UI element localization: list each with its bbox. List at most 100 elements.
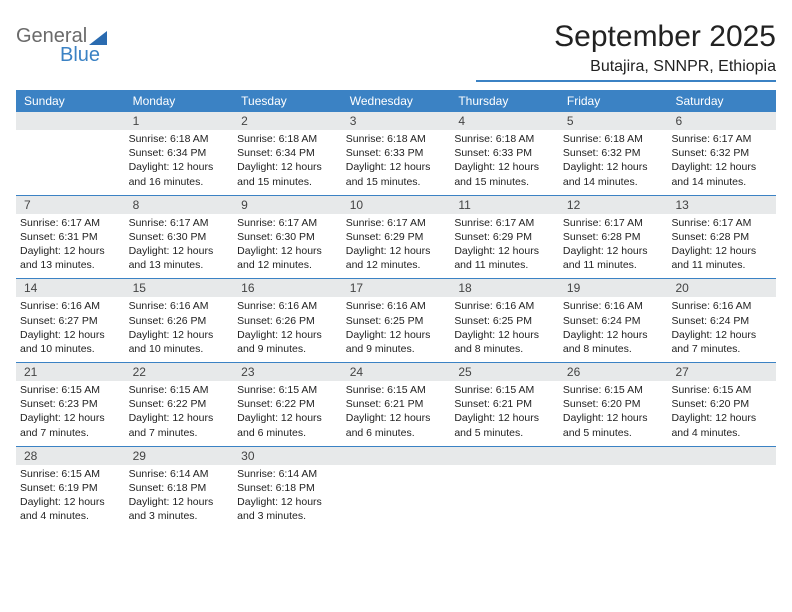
day-details: Sunrise: 6:18 AMSunset: 6:34 PMDaylight:… — [125, 130, 234, 189]
sunset-line: Sunset: 6:33 PM — [346, 146, 447, 160]
day-details: Sunrise: 6:17 AMSunset: 6:28 PMDaylight:… — [559, 214, 668, 273]
daylight-line: Daylight: 12 hours and 14 minutes. — [563, 160, 664, 188]
daylight-line: Daylight: 12 hours and 9 minutes. — [346, 328, 447, 356]
day-number: 10 — [342, 196, 451, 214]
calendar-cell: 29Sunrise: 6:14 AMSunset: 6:18 PMDayligh… — [125, 447, 234, 530]
day-details: Sunrise: 6:17 AMSunset: 6:31 PMDaylight:… — [16, 214, 125, 273]
daylight-line: Daylight: 12 hours and 8 minutes. — [563, 328, 664, 356]
calendar-cell: 21Sunrise: 6:15 AMSunset: 6:23 PMDayligh… — [16, 363, 125, 447]
sunrise-line: Sunrise: 6:17 AM — [454, 216, 555, 230]
day-number: 21 — [16, 363, 125, 381]
sunset-line: Sunset: 6:20 PM — [563, 397, 664, 411]
sunset-line: Sunset: 6:26 PM — [237, 314, 338, 328]
day-number: 1 — [125, 112, 234, 130]
day-details: Sunrise: 6:17 AMSunset: 6:29 PMDaylight:… — [450, 214, 559, 273]
day-number: 12 — [559, 196, 668, 214]
day-details: Sunrise: 6:17 AMSunset: 6:28 PMDaylight:… — [667, 214, 776, 273]
daylight-line: Daylight: 12 hours and 7 minutes. — [671, 328, 772, 356]
sunset-line: Sunset: 6:32 PM — [563, 146, 664, 160]
sunset-line: Sunset: 6:18 PM — [237, 481, 338, 495]
day-details: Sunrise: 6:15 AMSunset: 6:20 PMDaylight:… — [667, 381, 776, 440]
calendar-cell: 13Sunrise: 6:17 AMSunset: 6:28 PMDayligh… — [667, 196, 776, 280]
day-details: Sunrise: 6:16 AMSunset: 6:27 PMDaylight:… — [16, 297, 125, 356]
sunrise-line: Sunrise: 6:14 AM — [237, 467, 338, 481]
sunrise-line: Sunrise: 6:16 AM — [346, 299, 447, 313]
day-details: Sunrise: 6:17 AMSunset: 6:32 PMDaylight:… — [667, 130, 776, 189]
day-number: . — [667, 447, 776, 465]
day-number: 25 — [450, 363, 559, 381]
sunset-line: Sunset: 6:18 PM — [129, 481, 230, 495]
daylight-line: Daylight: 12 hours and 15 minutes. — [346, 160, 447, 188]
day-number: 11 — [450, 196, 559, 214]
sunrise-line: Sunrise: 6:15 AM — [129, 383, 230, 397]
daylight-line: Daylight: 12 hours and 4 minutes. — [20, 495, 121, 523]
day-number: 24 — [342, 363, 451, 381]
day-details: Sunrise: 6:15 AMSunset: 6:22 PMDaylight:… — [125, 381, 234, 440]
day-number: 6 — [667, 112, 776, 130]
day-number: 22 — [125, 363, 234, 381]
day-details: Sunrise: 6:16 AMSunset: 6:26 PMDaylight:… — [125, 297, 234, 356]
calendar-cell: . — [667, 447, 776, 530]
sunset-line: Sunset: 6:25 PM — [454, 314, 555, 328]
calendar-cell: 24Sunrise: 6:15 AMSunset: 6:21 PMDayligh… — [342, 363, 451, 447]
sunrise-line: Sunrise: 6:15 AM — [20, 467, 121, 481]
day-details: Sunrise: 6:16 AMSunset: 6:25 PMDaylight:… — [450, 297, 559, 356]
day-details: Sunrise: 6:17 AMSunset: 6:29 PMDaylight:… — [342, 214, 451, 273]
sunset-line: Sunset: 6:29 PM — [346, 230, 447, 244]
day-number: 28 — [16, 447, 125, 465]
day-details: Sunrise: 6:16 AMSunset: 6:24 PMDaylight:… — [667, 297, 776, 356]
sunset-line: Sunset: 6:24 PM — [563, 314, 664, 328]
day-details: Sunrise: 6:15 AMSunset: 6:20 PMDaylight:… — [559, 381, 668, 440]
sunrise-line: Sunrise: 6:16 AM — [237, 299, 338, 313]
day-number: 5 — [559, 112, 668, 130]
day-number: 7 — [16, 196, 125, 214]
calendar-cell: 26Sunrise: 6:15 AMSunset: 6:20 PMDayligh… — [559, 363, 668, 447]
day-details: Sunrise: 6:17 AMSunset: 6:30 PMDaylight:… — [125, 214, 234, 273]
sunrise-line: Sunrise: 6:17 AM — [671, 132, 772, 146]
daylight-line: Daylight: 12 hours and 11 minutes. — [563, 244, 664, 272]
page-header: General Blue September 2025 Butajira, SN… — [16, 20, 776, 82]
day-number: 13 — [667, 196, 776, 214]
sunset-line: Sunset: 6:31 PM — [20, 230, 121, 244]
sunset-line: Sunset: 6:22 PM — [129, 397, 230, 411]
calendar-week: 14Sunrise: 6:16 AMSunset: 6:27 PMDayligh… — [16, 279, 776, 363]
dow-thursday: Thursday — [450, 90, 559, 112]
calendar-cell: 17Sunrise: 6:16 AMSunset: 6:25 PMDayligh… — [342, 279, 451, 363]
day-number: 8 — [125, 196, 234, 214]
sunset-line: Sunset: 6:30 PM — [237, 230, 338, 244]
calendar-cell: 27Sunrise: 6:15 AMSunset: 6:20 PMDayligh… — [667, 363, 776, 447]
calendar-cell: . — [559, 447, 668, 530]
day-number: 3 — [342, 112, 451, 130]
sunset-line: Sunset: 6:21 PM — [346, 397, 447, 411]
day-number: . — [450, 447, 559, 465]
daylight-line: Daylight: 12 hours and 15 minutes. — [454, 160, 555, 188]
calendar-cell: 19Sunrise: 6:16 AMSunset: 6:24 PMDayligh… — [559, 279, 668, 363]
sunset-line: Sunset: 6:19 PM — [20, 481, 121, 495]
logo-word-2: Blue — [60, 45, 107, 65]
daylight-line: Daylight: 12 hours and 10 minutes. — [20, 328, 121, 356]
dow-monday: Monday — [125, 90, 234, 112]
day-details: Sunrise: 6:16 AMSunset: 6:24 PMDaylight:… — [559, 297, 668, 356]
day-number: 16 — [233, 279, 342, 297]
sunrise-line: Sunrise: 6:15 AM — [20, 383, 121, 397]
calendar-week: 7Sunrise: 6:17 AMSunset: 6:31 PMDaylight… — [16, 196, 776, 280]
day-number: 15 — [125, 279, 234, 297]
sunset-line: Sunset: 6:21 PM — [454, 397, 555, 411]
daylight-line: Daylight: 12 hours and 11 minutes. — [454, 244, 555, 272]
daylight-line: Daylight: 12 hours and 13 minutes. — [129, 244, 230, 272]
day-number: . — [559, 447, 668, 465]
day-details: Sunrise: 6:18 AMSunset: 6:33 PMDaylight:… — [450, 130, 559, 189]
sunset-line: Sunset: 6:24 PM — [671, 314, 772, 328]
day-number: 26 — [559, 363, 668, 381]
calendar-week: 21Sunrise: 6:15 AMSunset: 6:23 PMDayligh… — [16, 363, 776, 447]
dow-tuesday: Tuesday — [233, 90, 342, 112]
daylight-line: Daylight: 12 hours and 11 minutes. — [671, 244, 772, 272]
calendar-cell: 7Sunrise: 6:17 AMSunset: 6:31 PMDaylight… — [16, 196, 125, 280]
day-details: Sunrise: 6:17 AMSunset: 6:30 PMDaylight:… — [233, 214, 342, 273]
sunrise-line: Sunrise: 6:18 AM — [237, 132, 338, 146]
sunrise-line: Sunrise: 6:15 AM — [454, 383, 555, 397]
calendar-cell: 20Sunrise: 6:16 AMSunset: 6:24 PMDayligh… — [667, 279, 776, 363]
sunrise-line: Sunrise: 6:15 AM — [563, 383, 664, 397]
sunset-line: Sunset: 6:25 PM — [346, 314, 447, 328]
calendar-grid: Sunday Monday Tuesday Wednesday Thursday… — [16, 90, 776, 529]
